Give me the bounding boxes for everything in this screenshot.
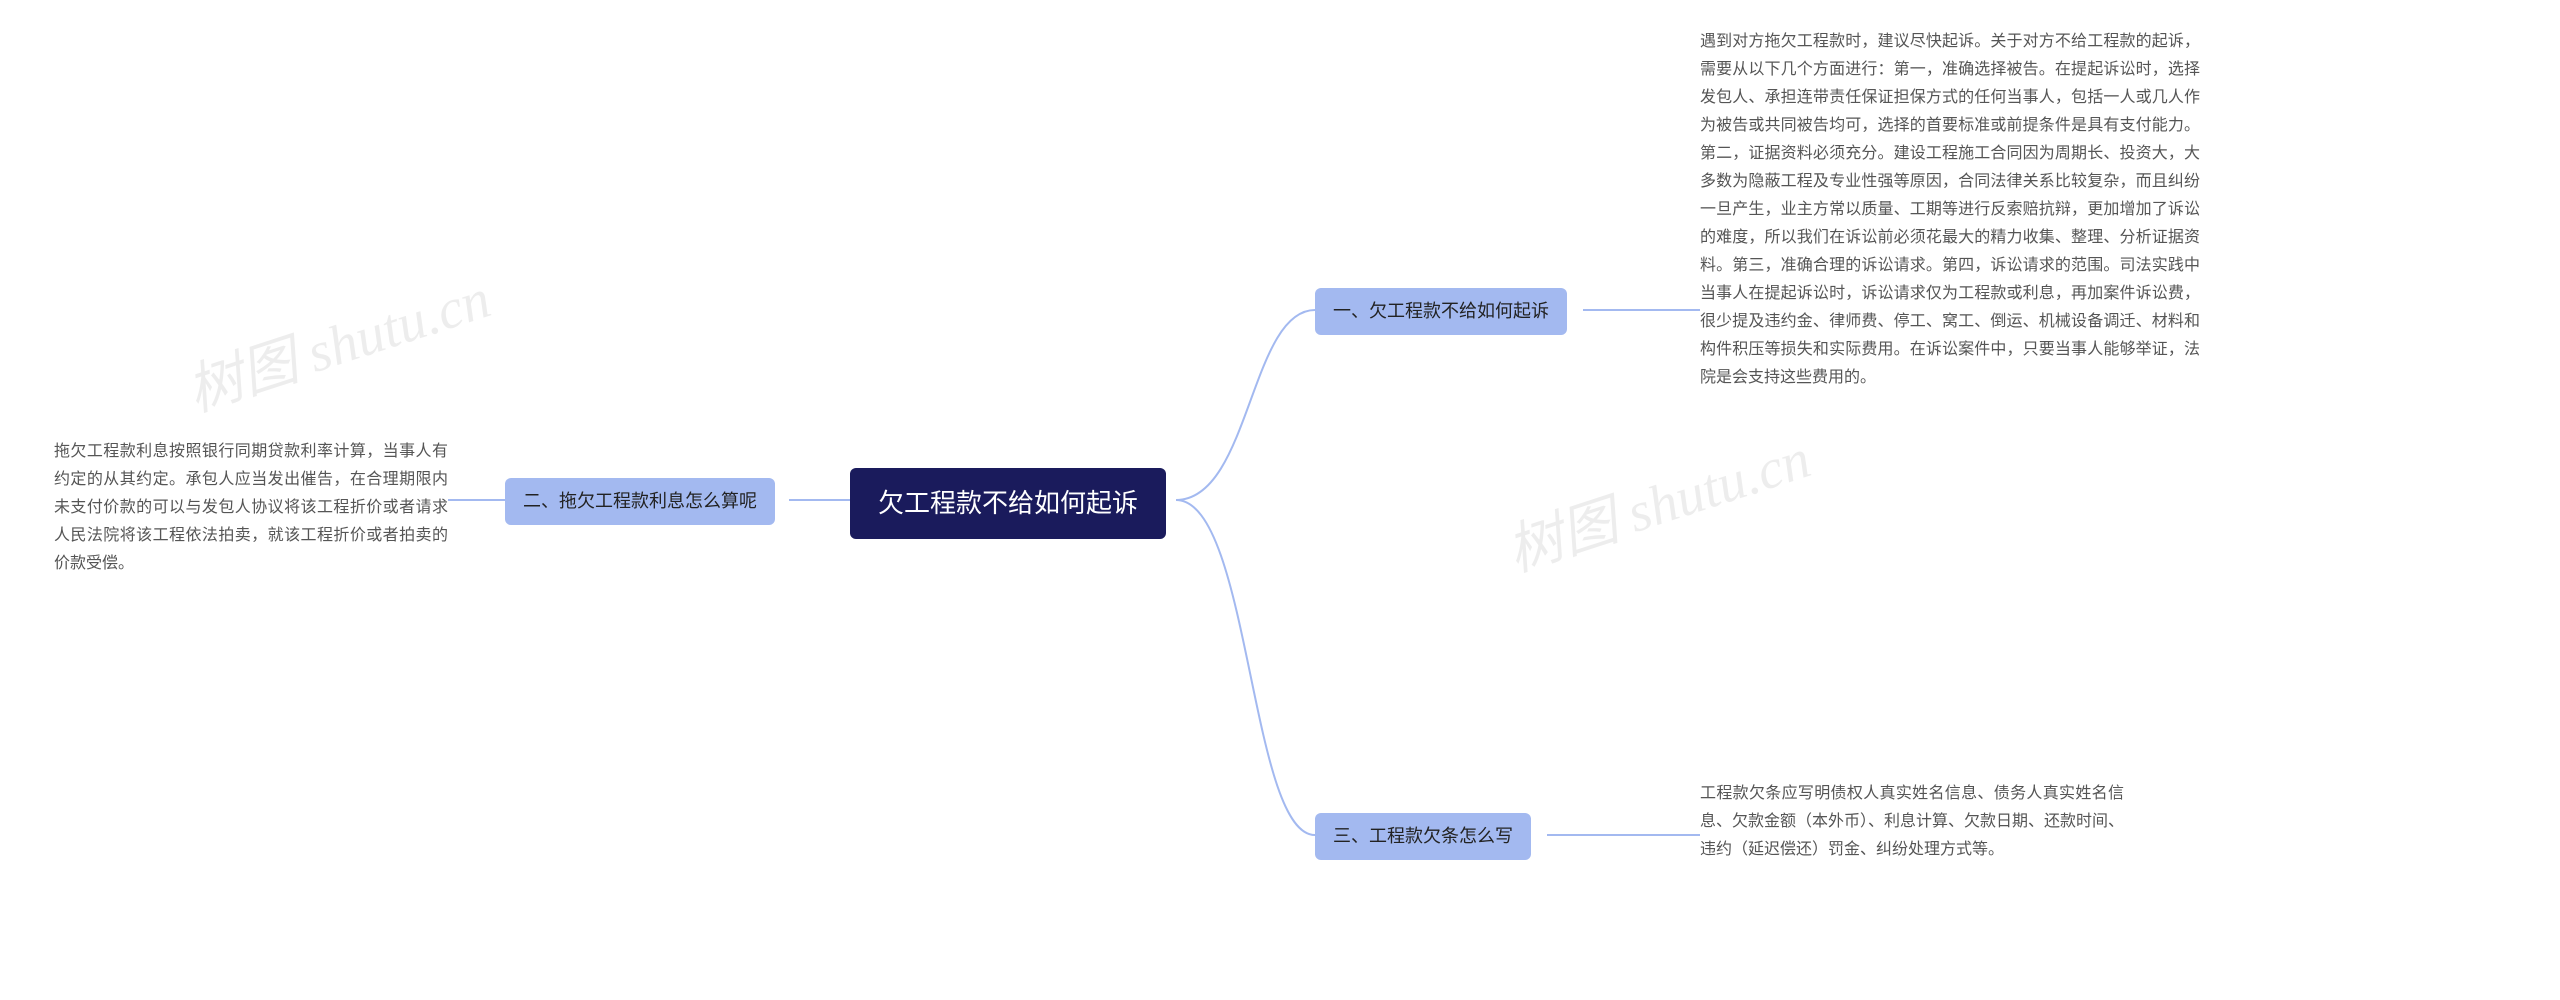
branch-node-3[interactable]: 三、工程款欠条怎么写 <box>1315 813 1531 860</box>
content-text-3: 工程款欠条应写明债权人真实姓名信息、债务人真实姓名信息、欠款金额（本外币）、利息… <box>1700 780 2124 864</box>
branch-node-2[interactable]: 二、拖欠工程款利息怎么算呢 <box>505 478 775 525</box>
watermark-1: 树图 shutu.cn <box>175 253 499 427</box>
watermark-2: 树图 shutu.cn <box>1495 413 1819 587</box>
content-text-2: 拖欠工程款利息按照银行同期贷款利率计算，当事人有约定的从其约定。承包人应当发出催… <box>54 438 448 578</box>
content-text-1: 遇到对方拖欠工程款时，建议尽快起诉。关于对方不给工程款的起诉，需要从以下几个方面… <box>1700 28 2200 392</box>
branch-node-1[interactable]: 一、欠工程款不给如何起诉 <box>1315 288 1567 335</box>
root-node[interactable]: 欠工程款不给如何起诉 <box>850 468 1166 539</box>
